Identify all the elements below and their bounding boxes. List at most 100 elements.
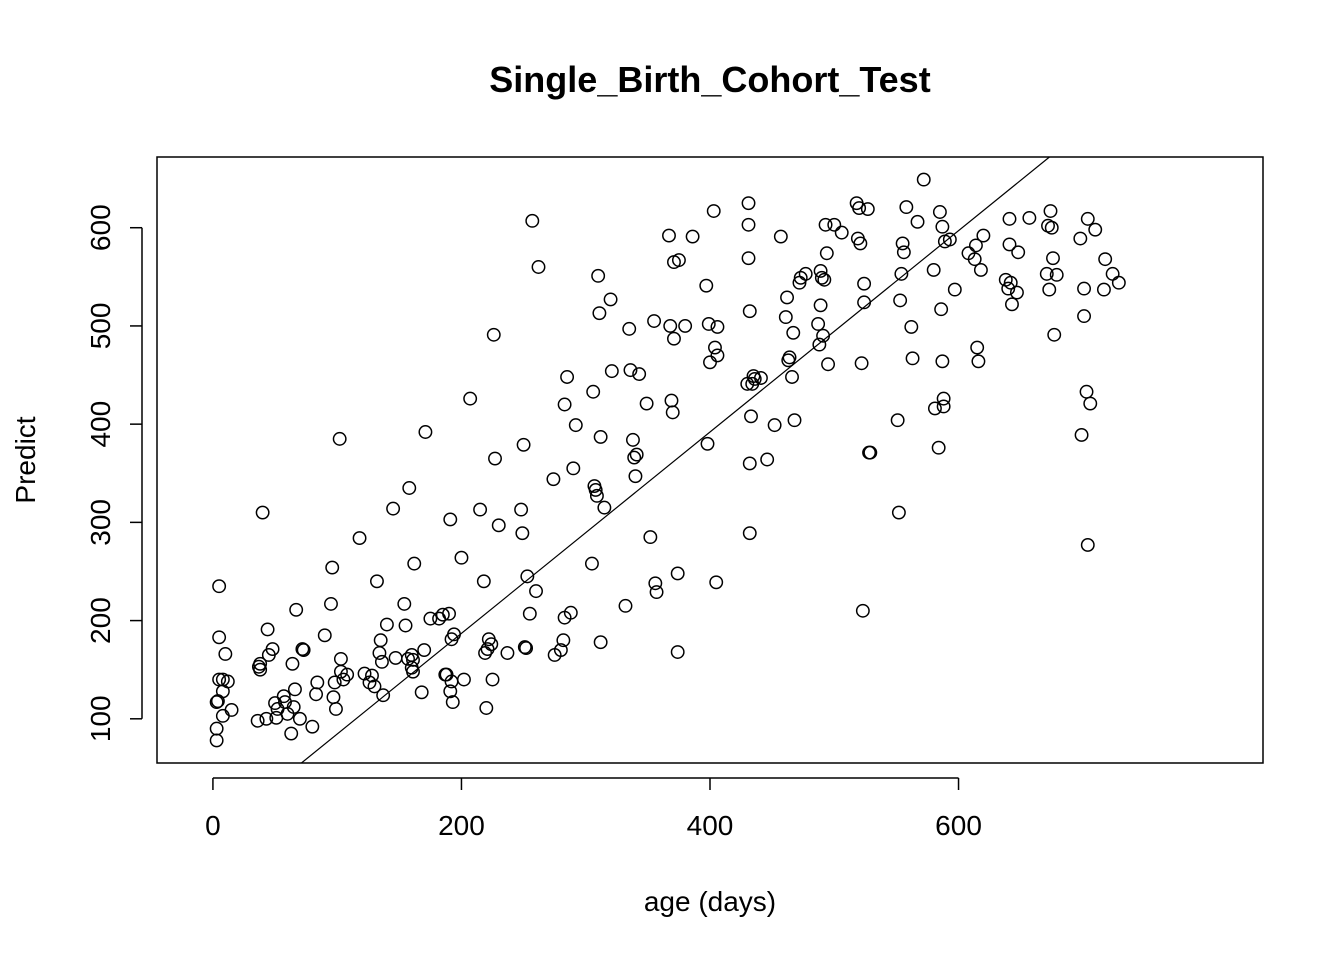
data-point <box>287 682 302 697</box>
data-point <box>556 633 571 648</box>
data-point <box>812 337 827 352</box>
data-point <box>780 290 794 305</box>
data-point <box>813 263 828 278</box>
data-point <box>324 596 338 611</box>
data-point <box>648 576 663 591</box>
data-point <box>296 643 311 658</box>
data-point <box>250 713 265 728</box>
data-point <box>589 488 604 503</box>
data-point <box>456 672 471 687</box>
data-point <box>593 429 608 444</box>
data-point <box>522 606 537 621</box>
data-point <box>215 708 230 723</box>
data-point <box>936 399 951 414</box>
x-tick-label: 600 <box>935 810 982 841</box>
regression-line <box>301 156 1050 764</box>
data-point <box>1098 252 1113 267</box>
data-point <box>365 668 379 683</box>
data-point <box>793 270 808 285</box>
x-axis-label: age (days) <box>644 886 776 917</box>
data-point <box>773 229 788 244</box>
data-point <box>406 652 420 667</box>
data-point <box>443 512 458 527</box>
data-point <box>817 272 832 287</box>
data-point <box>1077 281 1092 296</box>
data-point <box>834 225 849 240</box>
x-tick-label: 400 <box>687 810 734 841</box>
data-point <box>1083 396 1098 411</box>
data-point <box>593 635 608 650</box>
data-point <box>439 667 454 682</box>
data-point <box>1079 384 1094 399</box>
data-point <box>209 721 224 736</box>
data-point <box>760 452 775 467</box>
data-point <box>662 228 676 243</box>
data-point <box>671 253 686 268</box>
data-point <box>852 201 867 216</box>
data-point <box>622 321 637 336</box>
data-point <box>742 304 757 319</box>
y-tick-label: 600 <box>85 204 116 251</box>
data-point <box>268 696 283 711</box>
data-point <box>818 217 833 232</box>
data-point <box>971 354 986 369</box>
data-point <box>827 217 842 232</box>
data-point <box>627 450 642 465</box>
y-tick-label: 200 <box>85 597 116 644</box>
data-point <box>936 391 951 406</box>
data-point <box>700 436 715 451</box>
data-point <box>376 688 391 703</box>
data-point <box>643 530 658 545</box>
data-point <box>491 518 506 533</box>
data-point <box>819 246 834 261</box>
data-point <box>647 314 662 328</box>
data-point <box>500 646 515 660</box>
data-point <box>584 556 599 571</box>
data-point <box>485 672 500 687</box>
data-point <box>1011 245 1026 260</box>
data-point <box>586 384 601 399</box>
data-point <box>741 251 756 266</box>
data-point <box>639 396 654 411</box>
data-point <box>896 245 911 260</box>
data-point <box>332 431 347 446</box>
data-point <box>947 282 962 297</box>
chart-title: Single_Birth_Cohort_Test <box>489 59 930 100</box>
data-point <box>514 502 529 517</box>
data-point <box>1022 210 1037 225</box>
data-point <box>785 370 799 384</box>
data-point <box>447 627 461 642</box>
data-point <box>209 733 224 748</box>
data-point <box>546 472 561 487</box>
fit-line-layer <box>301 156 1050 764</box>
data-point <box>934 302 949 317</box>
data-point <box>942 232 957 247</box>
data-point <box>463 391 478 406</box>
data-point <box>310 675 325 690</box>
data-point <box>967 252 982 267</box>
data-point <box>362 675 377 690</box>
data-point <box>618 598 633 613</box>
data-point <box>568 418 583 433</box>
data-point <box>397 596 412 611</box>
data-point <box>741 217 756 232</box>
data-point <box>1080 211 1095 226</box>
data-point <box>560 370 575 384</box>
data-point <box>910 214 925 229</box>
x-tick-label: 0 <box>205 810 221 841</box>
data-point <box>407 556 422 571</box>
data-point <box>741 196 756 211</box>
data-point <box>591 268 606 283</box>
data-point <box>932 205 947 219</box>
data-point <box>305 719 320 734</box>
data-point <box>787 413 802 428</box>
data-point <box>566 461 581 476</box>
y-axis: 100 200 300 400 500 600 <box>85 204 143 742</box>
data-point <box>710 348 725 363</box>
data-point <box>373 633 388 648</box>
data-point <box>767 418 782 433</box>
data-point <box>276 689 291 704</box>
data-point <box>418 425 433 439</box>
data-point <box>352 531 367 546</box>
